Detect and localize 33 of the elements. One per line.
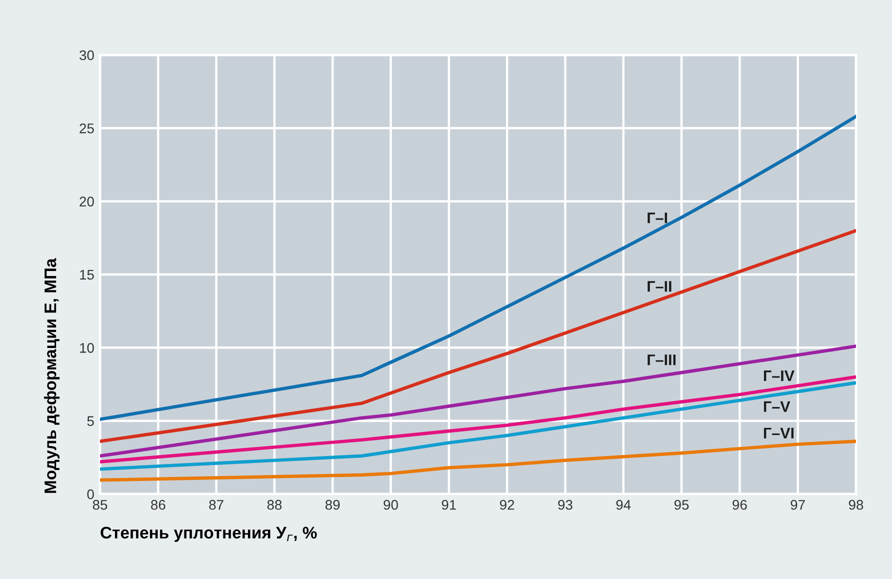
x-tick-label: 97 xyxy=(790,500,805,510)
x-tick-label: 90 xyxy=(384,500,398,510)
x-axis-title: Степень уплотнения У$_{г}$, % xyxy=(100,526,317,542)
y-axis-title: Модуль деформации E, МПа xyxy=(44,258,60,493)
y-tick-label: 10 xyxy=(80,343,94,353)
series-label: Г–III xyxy=(648,354,676,366)
x-tick-label: 85 xyxy=(92,500,108,510)
y-tick-label: 5 xyxy=(87,416,94,426)
x-tick-label: 96 xyxy=(732,500,747,510)
y-tick-label: 0 xyxy=(87,489,94,500)
x-tick-label: 87 xyxy=(209,500,224,510)
x-tick-label: 88 xyxy=(267,500,282,510)
y-tick-label: 20 xyxy=(80,196,94,207)
series-label: Г–II xyxy=(648,281,672,292)
x-tick-label: 91 xyxy=(442,500,456,510)
y-tick-label: 15 xyxy=(80,270,94,280)
x-tick-label: 92 xyxy=(500,500,514,510)
x-tick-label: 86 xyxy=(151,500,166,510)
y-tick-label: 25 xyxy=(80,124,94,134)
line-series xyxy=(100,114,856,422)
line-series xyxy=(100,440,856,482)
series-label: Г–VI xyxy=(764,428,794,438)
x-tick-label: 93 xyxy=(558,500,572,510)
y-tick-label: 30 xyxy=(80,50,94,60)
series-label: Г–IV xyxy=(764,370,794,382)
line-series xyxy=(100,344,856,458)
x-tick-label: 89 xyxy=(325,500,340,510)
line-series xyxy=(100,228,856,443)
series-label: Г–I xyxy=(648,212,668,224)
series-label: Г–V xyxy=(764,401,790,412)
x-tick-label: 95 xyxy=(674,500,689,510)
x-tick-label: 98 xyxy=(848,500,864,510)
x-tick-label: 94 xyxy=(616,500,631,510)
